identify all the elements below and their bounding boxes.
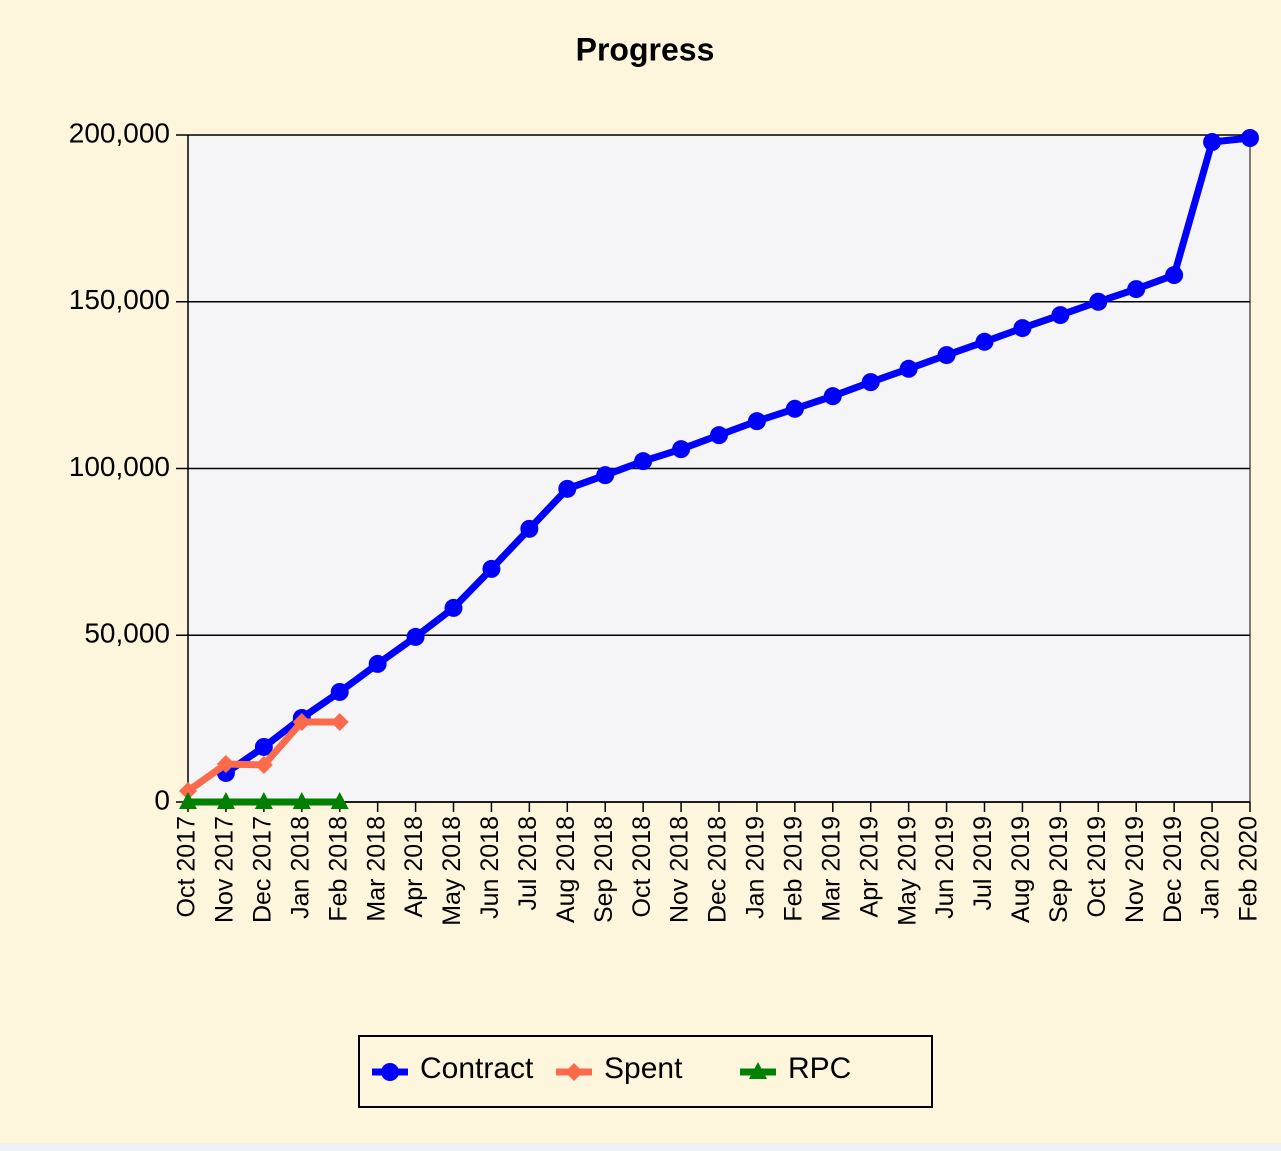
point <box>558 479 577 498</box>
x-tick-label: Dec 2019 <box>1159 816 1187 923</box>
x-tick-label: Feb 2019 <box>779 816 807 922</box>
x-tick-label: May 2019 <box>893 816 921 926</box>
x-tick-label: Feb 2018 <box>324 816 352 922</box>
x-tick-label: Jul 2018 <box>514 816 542 911</box>
y-tick-label: 150,000 <box>69 284 170 315</box>
point <box>1203 133 1222 152</box>
point <box>1165 266 1184 285</box>
y-tick-label: 200,000 <box>69 117 170 148</box>
x-tick-label: Oct 2018 <box>628 816 656 917</box>
x-tick-label: Jun 2019 <box>931 816 959 919</box>
point <box>254 792 273 809</box>
point <box>1013 319 1032 338</box>
point <box>482 559 501 578</box>
y-tick-label: 100,000 <box>69 451 170 482</box>
point <box>747 412 766 431</box>
point <box>216 754 235 773</box>
series-line <box>223 134 1251 776</box>
x-tick-label: Nov 2019 <box>1121 816 1149 923</box>
legend-label: Contract <box>420 1052 534 1085</box>
x-tick-label: Apr 2018 <box>400 816 428 917</box>
point <box>368 654 387 673</box>
legend-marker <box>381 1063 399 1081</box>
point <box>823 387 842 406</box>
x-tick-label: Jun 2018 <box>476 816 504 919</box>
x-tick-label: Mar 2018 <box>362 816 390 922</box>
point <box>1051 306 1070 325</box>
x-tick-label: Aug 2018 <box>552 816 580 923</box>
point <box>596 466 615 485</box>
point <box>292 712 311 731</box>
y-tick-label: 0 <box>154 784 170 815</box>
x-tick-label: Sep 2018 <box>590 816 618 923</box>
x-tick-label: Nov 2018 <box>666 816 694 923</box>
x-tick-label: Feb 2020 <box>1235 816 1263 922</box>
x-tick-label: Nov 2017 <box>211 816 239 923</box>
chart-title: Progress <box>576 31 715 67</box>
point <box>520 519 539 538</box>
point <box>179 781 197 800</box>
x-tick-label: Aug 2019 <box>1007 816 1035 923</box>
point <box>785 399 804 418</box>
x-tick-label: Mar 2019 <box>817 816 845 922</box>
bottom-strip <box>0 1143 1281 1151</box>
point <box>330 712 349 731</box>
point <box>1089 292 1108 311</box>
point <box>937 346 956 365</box>
point <box>406 627 425 646</box>
point <box>330 682 349 701</box>
x-tick-label: Jan 2019 <box>742 816 770 919</box>
point <box>1241 129 1259 148</box>
legend-box <box>358 1035 933 1108</box>
legend-label: Spent <box>604 1052 683 1085</box>
point <box>330 792 349 809</box>
point <box>254 755 273 774</box>
point <box>216 792 235 809</box>
x-tick-label: Dec 2017 <box>248 816 276 923</box>
point <box>634 452 653 471</box>
point <box>254 737 273 756</box>
x-tick-label: Jul 2019 <box>969 816 997 911</box>
x-tick-label: Sep 2019 <box>1045 816 1073 923</box>
legend-marker <box>565 1063 583 1081</box>
x-tick-label: May 2018 <box>438 816 466 926</box>
x-tick-label: Oct 2017 <box>173 816 201 917</box>
y-tick-label: 50,000 <box>84 618 170 649</box>
x-tick-label: Oct 2019 <box>1083 816 1111 917</box>
point <box>444 598 463 617</box>
legend-label: RPC <box>788 1052 851 1085</box>
point <box>899 359 918 378</box>
point <box>672 440 691 459</box>
x-tick-label: Jan 2018 <box>286 816 314 919</box>
legend-marker <box>749 1062 767 1079</box>
point <box>179 792 197 809</box>
x-tick-label: Apr 2019 <box>855 816 883 917</box>
point <box>710 426 728 445</box>
x-tick-label: Jan 2020 <box>1197 816 1225 919</box>
point <box>861 373 880 392</box>
point <box>1127 280 1146 299</box>
point <box>292 792 311 809</box>
point <box>975 332 994 351</box>
x-tick-label: Dec 2018 <box>704 816 732 923</box>
